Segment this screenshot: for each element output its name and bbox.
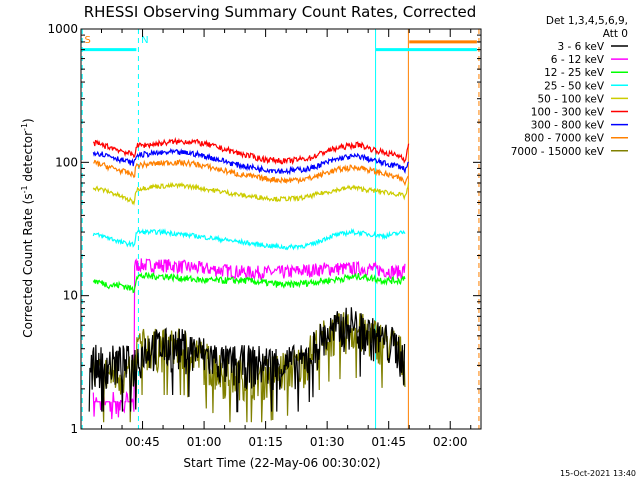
legend-label-6: 300 - 800 keV [531,120,605,132]
y-tick-label-2: 100 [55,155,78,169]
y-axis-label-sup1: -1 [20,185,29,193]
series-line-12-25-kev [92,271,406,294]
y-axis-label-main: Corrected Count Rate (s [21,193,35,337]
legend-label-4: 50 - 100 keV [537,93,604,105]
plot-frame [80,28,482,430]
legend-header-line-1: Att 0 [603,28,628,40]
x-tick-label-2: 01:15 [248,435,283,449]
svg-text:Corrected Count Rate (s-1 dete: Corrected Count Rate (s-1 detector-1) [20,118,35,337]
series-line-100-300-kev [92,136,410,166]
legend-label-8: 7000 - 15000 keV [511,146,605,158]
x-tick-label-4: 01:45 [371,435,406,449]
y-axis-label-sup2: -1 [20,123,29,131]
y-axis-label-end: ) [21,118,35,123]
x-axis-label: Start Time (22-May-06 00:30:02) [183,456,380,470]
legend-label-0: 3 - 6 keV [557,41,604,53]
y-tick-label-1: 10 [63,289,78,303]
legend-label-1: 6 - 12 keV [551,54,605,66]
flag-annotation-s: S [84,35,90,46]
x-tick-label-5: 02:00 [433,435,468,449]
flag-annotation-n: N [141,35,148,46]
legend-label-3: 25 - 50 keV [544,80,605,92]
footer-timestamp: 15-Oct-2021 13:40 [560,469,636,478]
x-tick-label-0: 00:45 [125,435,160,449]
legend-label-2: 12 - 25 keV [544,67,605,79]
series-line-300-800-kev [92,147,410,176]
y-axis-label-mid: detector [21,131,35,186]
y-tick-label-3: 1000 [47,22,78,36]
y-axis-label: Corrected Count Rate (s-1 detector-1) [20,118,35,337]
legend-label-7: 800 - 7000 keV [524,133,605,145]
legend-header-line-0: Det 1,3,4,5,6,9, [546,15,628,27]
x-tick-label-1: 01:00 [187,435,222,449]
chart-title: RHESSI Observing Summary Count Rates, Co… [84,3,477,21]
x-tick-label-3: 01:30 [310,435,345,449]
legend-label-5: 100 - 300 keV [531,107,605,119]
series-line-50-100-kev [92,181,410,206]
series-line-3-6-kev [88,307,406,413]
series-line-800-7000-kev [93,158,409,187]
series-line-25-50-kev [92,227,406,251]
y-tick-label-0: 1 [70,422,78,436]
